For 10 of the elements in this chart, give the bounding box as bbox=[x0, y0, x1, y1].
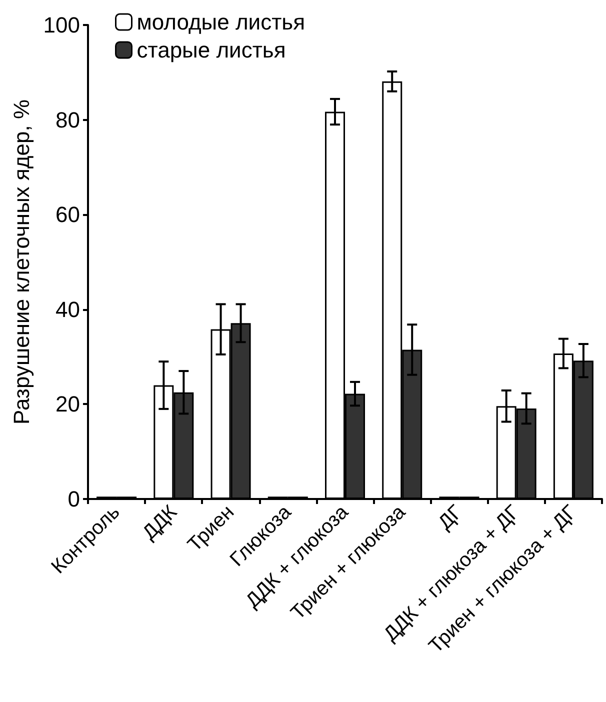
y-tick-label: 60 bbox=[56, 202, 80, 228]
y-axis-title: Разрушение клеточных ядер, % bbox=[8, 99, 34, 425]
legend-label: старые листья bbox=[136, 38, 286, 62]
y-tick-label: 20 bbox=[56, 392, 80, 417]
y-tick-label: 100 bbox=[43, 12, 80, 38]
x-tick-label: ДГ bbox=[434, 501, 468, 534]
y-tick-label: 80 bbox=[56, 107, 80, 132]
y-tick-label: 40 bbox=[56, 296, 80, 322]
legend-label: молодые листья bbox=[136, 10, 306, 34]
y-tick-label: 0 bbox=[68, 486, 80, 512]
